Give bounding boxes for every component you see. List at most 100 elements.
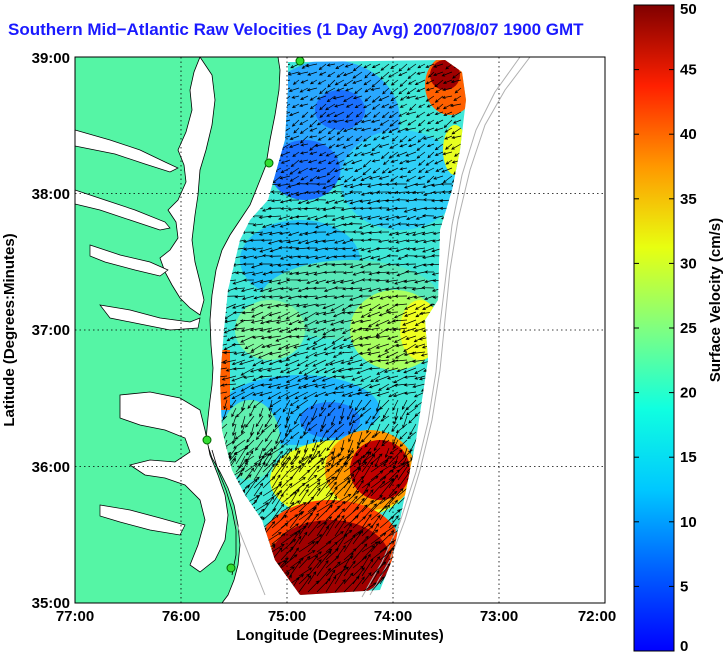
- velocity-arrow: [306, 335, 318, 341]
- velocity-arrow: [343, 575, 360, 593]
- velocity-arrow: [320, 431, 327, 443]
- velocity-arrow: [262, 514, 279, 529]
- velocity-arrow: [412, 207, 426, 212]
- velocity-arrow: [348, 431, 354, 443]
- velocity-arrow: [442, 151, 453, 156]
- velocity-arrow: [256, 423, 264, 436]
- velocity-arrow: [368, 303, 381, 312]
- velocity-arrow: [342, 159, 354, 166]
- velocity-arrow: [406, 87, 417, 95]
- velocity-arrow: [307, 551, 323, 561]
- velocity-arrow: [356, 367, 372, 374]
- velocity-arrow: [305, 63, 318, 68]
- velocity-arrow: [334, 519, 346, 537]
- velocity-arrow: [240, 367, 255, 376]
- velocity-arrow: [250, 279, 264, 285]
- velocity-arrow: [412, 263, 426, 269]
- velocity-arrow: [349, 199, 363, 205]
- velocity-arrow: [287, 207, 300, 211]
- velocity-arrow: [298, 531, 308, 545]
- velocity-arrow: [364, 439, 372, 448]
- velocity-arrow: [271, 503, 285, 521]
- velocity-arrow: [321, 415, 327, 429]
- velocity-arrow: [444, 135, 453, 140]
- velocity-arrow: [326, 111, 336, 117]
- velocity-arrow: [268, 295, 282, 299]
- velocity-arrow: [304, 182, 318, 186]
- velocity-arrow: [334, 500, 346, 513]
- velocity-arrow: [362, 135, 372, 142]
- velocity-arrow: [384, 327, 399, 332]
- velocity-arrow: [353, 151, 363, 157]
- velocity-arrow: [271, 459, 280, 473]
- velocity-arrow: [341, 391, 354, 397]
- velocity-arrow: [289, 547, 299, 561]
- velocity-arrow: [360, 119, 372, 124]
- velocity-arrow: [355, 135, 363, 142]
- velocity-arrow: [358, 335, 372, 340]
- velocity-arrow: [307, 571, 317, 585]
- velocity-arrow: [408, 143, 417, 148]
- velocity-arrow: [316, 560, 329, 577]
- velocity-arrow: [382, 87, 390, 95]
- velocity-arrow: [318, 447, 327, 458]
- velocity-arrow: [315, 190, 327, 194]
- velocity-arrow: [332, 374, 345, 379]
- velocity-arrow: [255, 439, 264, 451]
- velocity-arrow: [278, 231, 291, 236]
- velocity-arrow: [297, 239, 309, 245]
- velocity-arrow: [306, 279, 318, 285]
- velocity-arrow: [333, 199, 345, 204]
- velocity-arrow: [431, 222, 444, 227]
- velocity-arrow: [378, 95, 390, 101]
- velocity-arrow: [233, 286, 246, 291]
- velocity-arrow: [327, 119, 336, 124]
- velocity-arrow: [377, 239, 390, 243]
- velocity-arrow: [294, 391, 309, 399]
- velocity-arrow: [278, 215, 291, 221]
- velocity-arrow: [432, 215, 444, 220]
- velocity-arrow: [371, 63, 381, 68]
- velocity-arrow: [330, 319, 345, 326]
- x-tick-label: 75:00: [268, 608, 306, 625]
- velocity-arrow: [261, 343, 273, 349]
- velocity-arrow: [416, 71, 426, 75]
- velocity-arrow: [388, 515, 399, 529]
- velocity-arrow: [277, 183, 291, 188]
- velocity-arrow: [322, 239, 336, 243]
- velocity-arrow: [335, 143, 345, 148]
- velocity-arrow: [307, 512, 319, 529]
- velocity-arrow: [334, 515, 345, 529]
- velocity-arrow: [368, 367, 381, 371]
- velocity-arrow: [382, 407, 390, 419]
- velocity-arrow: [364, 95, 372, 102]
- velocity-arrow: [422, 239, 435, 244]
- velocity-arrow: [352, 95, 363, 100]
- velocity-arrow: [258, 262, 273, 266]
- velocity-arrow: [347, 407, 354, 421]
- velocity-arrow: [352, 230, 363, 234]
- velocity-arrow: [394, 407, 399, 421]
- velocity-arrow: [303, 439, 309, 454]
- velocity-arrow: [271, 522, 289, 537]
- velocity-arrow: [378, 143, 390, 148]
- velocity-arrow: [402, 286, 417, 290]
- y-axis-label: Latitude (Degrees:Minutes): [1, 233, 18, 426]
- velocity-arrow: [331, 263, 345, 267]
- velocity-arrow: [358, 223, 372, 229]
- velocity-arrow: [410, 351, 426, 355]
- velocity-arrow: [303, 295, 318, 299]
- velocity-arrow: [377, 303, 390, 310]
- velocity-arrow: [304, 359, 318, 367]
- velocity-arrow: [380, 415, 390, 422]
- velocity-arrow: [346, 311, 363, 315]
- velocity-arrow: [298, 541, 316, 553]
- velocity-arrow: [425, 95, 435, 102]
- velocity-arrow: [367, 262, 381, 266]
- velocity-arrow: [232, 367, 246, 371]
- velocity-arrow: [388, 509, 401, 521]
- velocity-arrow: [324, 359, 336, 366]
- velocity-arrow: [318, 63, 327, 71]
- velocity-arrow: [384, 343, 399, 352]
- velocity-arrow: [289, 525, 307, 537]
